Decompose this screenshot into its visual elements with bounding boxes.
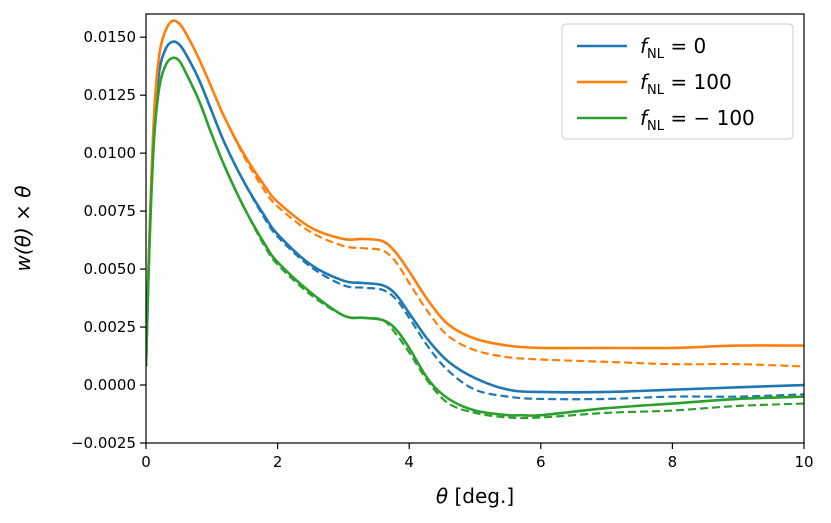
legend-entry-2-symbol: f xyxy=(640,106,650,130)
x-tick-label-2: 4 xyxy=(404,453,414,471)
x-tick-label-1: 2 xyxy=(273,453,283,471)
series-1-solid-line xyxy=(146,19,804,367)
y-tick-label-2: 0.0025 xyxy=(84,318,137,336)
legend-entry-1-symbol: f xyxy=(640,70,650,94)
series-0-dashed-line xyxy=(146,40,804,401)
legend-entry-0: fNL = 0 xyxy=(640,34,706,62)
x-tick-label-0: 0 xyxy=(141,453,151,471)
y-tick-label-0: −0.0025 xyxy=(71,434,136,452)
x-tick-label-4: 8 xyxy=(668,453,678,471)
series-0-solid-line xyxy=(146,40,804,394)
legend-entry-1-subscript: NL xyxy=(647,83,665,98)
y-tick-label-4: 0.0075 xyxy=(84,202,137,220)
legend-box xyxy=(561,23,794,140)
x-axis-label: θ [deg.] xyxy=(436,484,514,508)
y-tick-label-5: 0.0100 xyxy=(84,144,137,162)
x-tick-label-3: 6 xyxy=(536,453,546,471)
legend-entry-0-value: = 0 xyxy=(664,34,706,58)
legend-entry-1: fNL = 100 xyxy=(640,70,732,98)
legend-entry-1-value: = 100 xyxy=(664,70,732,94)
y-tick-label-1: 0.0000 xyxy=(84,376,137,394)
y-tick-label-6: 0.0125 xyxy=(84,86,137,104)
x-axis-label-symbol: θ xyxy=(436,484,448,508)
y-axis-label: w(θ) × θ xyxy=(11,186,35,272)
legend-entry-0-subscript: NL xyxy=(647,47,665,62)
legend-entry-2-subscript: NL xyxy=(647,119,665,134)
legend-entry-2: fNL = − 100 xyxy=(640,106,755,134)
x-axis-label-text: [deg.] xyxy=(448,484,514,508)
plot-frame xyxy=(145,13,805,444)
series-2-solid-line xyxy=(146,56,804,417)
curves xyxy=(146,19,804,420)
legend-entry-0-symbol: f xyxy=(640,34,650,58)
y-tick-label-7: 0.0150 xyxy=(84,28,137,46)
x-tick-label-5: 10 xyxy=(794,453,813,471)
legend-entry-2-value: = − 100 xyxy=(664,106,755,130)
y-tick-label-3: 0.0050 xyxy=(84,260,137,278)
axes: 0 2 4 6 8 10 −0.0025 0.0000 0.0025 0.0050 0.0075 0.… xyxy=(11,13,814,508)
